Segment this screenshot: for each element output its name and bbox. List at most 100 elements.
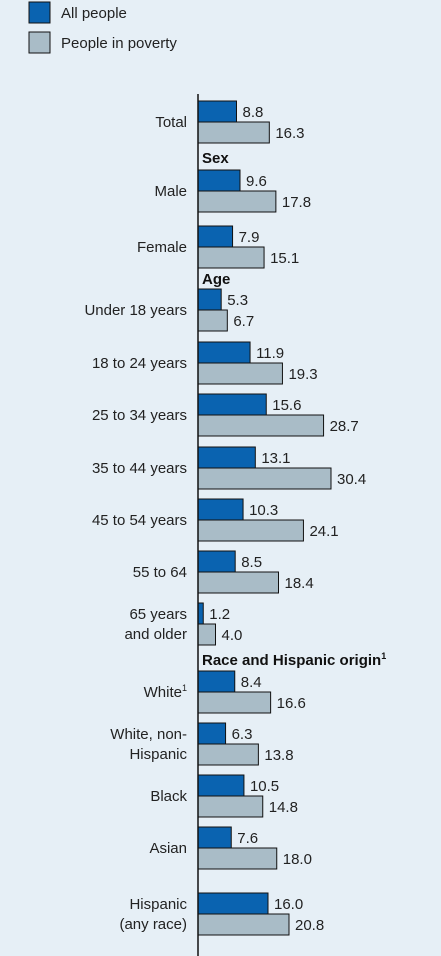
category-row: 7.9 15.1 Female [137, 225, 299, 269]
group-heading-12: Race and Hispanic origin1 [202, 651, 386, 669]
category-label: 55 to 64 [133, 564, 187, 581]
value-label-all-people: 5.3 [227, 292, 248, 309]
value-label-all-people: 8.8 [243, 104, 264, 121]
category-label: 45 to 54 years [92, 512, 187, 529]
category-label: (any race) [119, 916, 187, 933]
category-label: Female [137, 239, 187, 256]
category-row: 15.6 28.7 25 to 34 years [92, 393, 359, 437]
bar-all-people [197, 892, 269, 915]
bar-all-people [197, 826, 232, 849]
category-label: Total [155, 114, 187, 131]
bar-poverty [197, 246, 265, 269]
bar-all-people [197, 100, 237, 123]
category-label: 25 to 34 years [92, 407, 187, 424]
value-label-all-people: 11.9 [256, 345, 284, 362]
legend-item-1: People in poverty [28, 31, 177, 54]
value-label-poverty: 16.6 [277, 695, 306, 712]
bar-all-people [197, 225, 234, 248]
value-label-all-people: 1.2 [209, 606, 230, 623]
bar-poverty [197, 519, 304, 542]
bar-all-people [197, 774, 245, 797]
bar-poverty [197, 414, 325, 437]
value-label-all-people: 7.9 [239, 229, 260, 246]
category-label: Under 18 years [84, 302, 187, 319]
bar-poverty [197, 691, 272, 714]
category-row: 13.1 30.4 35 to 44 years [92, 446, 366, 490]
category-row: 8.4 16.6 White1 [144, 670, 306, 714]
bar-all-people [197, 288, 222, 311]
bar-poverty [197, 467, 332, 490]
bar-poverty [197, 743, 259, 766]
value-label-poverty: 6.7 [233, 313, 254, 330]
group-heading-sup-12: 1 [381, 651, 386, 661]
category-label: and older [124, 626, 187, 643]
category-row: 6.3 13.8 White, non- Hispanic [110, 722, 294, 766]
value-label-poverty: 18.0 [283, 851, 312, 868]
value-label-all-people: 10.3 [249, 502, 278, 519]
category-row: 8.8 16.3 Total [155, 100, 305, 144]
bar-all-people [197, 169, 241, 192]
category-label: Asian [149, 840, 187, 857]
bar-poverty [197, 190, 277, 213]
category-label: Male [154, 183, 187, 200]
value-label-all-people: 6.3 [232, 726, 253, 743]
value-label-all-people: 16.0 [274, 896, 303, 913]
value-label-all-people: 13.1 [261, 450, 290, 467]
category-row: 8.5 18.4 55 to 64 [133, 550, 314, 594]
bar-poverty [197, 623, 216, 646]
value-label-poverty: 13.8 [264, 747, 293, 764]
bar-poverty [197, 847, 278, 870]
category-label: 35 to 44 years [92, 460, 187, 477]
bar-all-people [197, 341, 251, 364]
legend-swatch-1 [28, 31, 51, 54]
bar-all-people [197, 722, 227, 745]
category-label: Black [150, 788, 187, 805]
bar-poverty [197, 121, 270, 144]
category-row: 9.6 17.8 Male [154, 169, 311, 213]
bar-all-people [197, 393, 267, 416]
category-label: 65 years [129, 606, 187, 623]
legend: All people People in poverty [28, 1, 177, 54]
value-label-poverty: 17.8 [282, 194, 311, 211]
group-heading-4: Age [202, 271, 230, 288]
legend-item-0: All people [28, 1, 127, 24]
category-row: 10.3 24.1 45 to 54 years [92, 498, 339, 542]
value-label-poverty: 4.0 [222, 627, 243, 644]
value-label-poverty: 15.1 [270, 250, 299, 267]
bar-poverty [197, 795, 264, 818]
group-heading-1: Sex [202, 150, 229, 167]
value-label-all-people: 8.5 [241, 554, 262, 571]
value-label-poverty: 14.8 [269, 799, 298, 816]
bar-poverty [197, 571, 279, 594]
category-row: 16.0 20.8 Hispanic (any race) [119, 892, 324, 936]
value-label-poverty: 18.4 [285, 575, 314, 592]
value-label-poverty: 16.3 [275, 125, 304, 142]
value-label-poverty: 19.3 [288, 366, 317, 383]
plot-area: 8.816.3TotalSex9.617.8Male7.915.1FemaleA… [84, 94, 386, 956]
category-label: 18 to 24 years [92, 355, 187, 372]
value-label-all-people: 9.6 [246, 173, 267, 190]
bar-poverty [197, 362, 283, 385]
category-row: 7.6 18.0 Asian [149, 826, 312, 870]
category-label: White1 [144, 683, 187, 701]
category-label: White, non- [110, 726, 187, 743]
bar-poverty [197, 309, 228, 332]
value-label-all-people: 7.6 [237, 830, 258, 847]
value-label-poverty: 28.7 [330, 418, 359, 435]
value-label-all-people: 10.5 [250, 778, 279, 795]
legend-swatch-0 [28, 1, 51, 24]
category-row: 5.3 6.7 Under 18 years [84, 288, 254, 332]
value-label-poverty: 30.4 [337, 471, 366, 488]
category-label-sup: 1 [182, 683, 187, 693]
bar-all-people [197, 446, 256, 469]
legend-label-0: All people [61, 5, 127, 22]
value-label-poverty: 20.8 [295, 917, 324, 934]
category-row: 10.5 14.8 Black [150, 774, 298, 818]
value-label-all-people: 8.4 [241, 674, 262, 691]
value-label-poverty: 24.1 [309, 523, 338, 540]
bar-all-people [197, 498, 244, 521]
bar-all-people [197, 602, 204, 625]
bar-poverty [197, 913, 290, 936]
category-label: Hispanic [129, 896, 187, 913]
